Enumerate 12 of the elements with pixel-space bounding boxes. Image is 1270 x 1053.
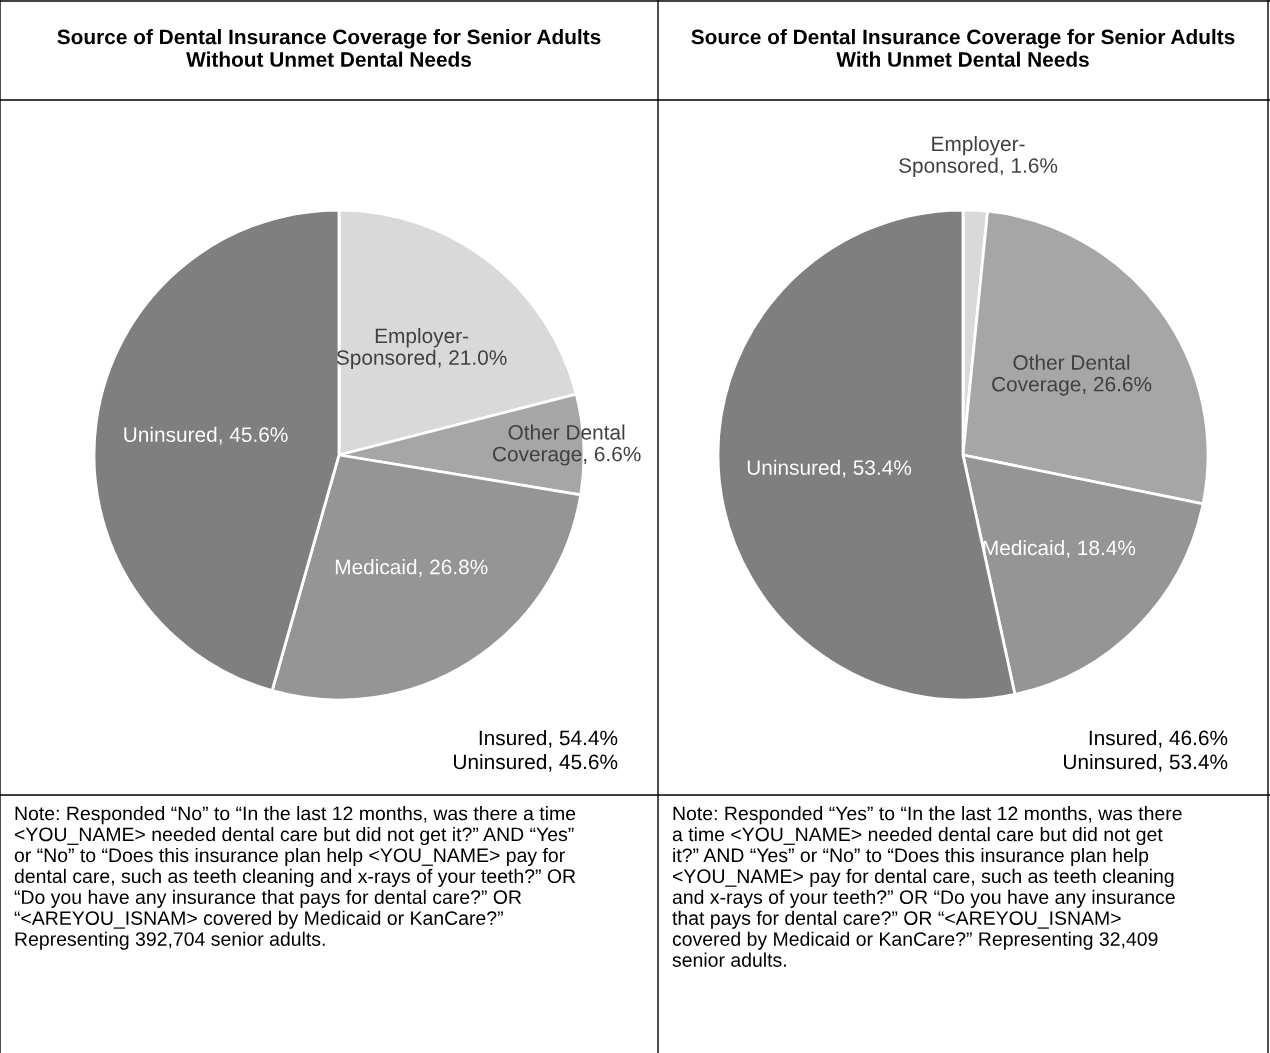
slice-label: Uninsured, 45.6% (124, 426, 288, 445)
text: Insured, 54.4% Uninsured, 45.6% (454, 730, 618, 772)
text: Note: Responded “Yes” to “In the last 12 months, was there a time <YOU_NAME> needed dental care but did not get it?” AND “Yes” or “No” to “Does this insurance plan help <YOU_NAME> pay for dental care, such as teeth cleaning and x-rays of your teeth?” OR “Do you have any insurance that pays for dental care?” OR “<AREYOU_ISNAM> covered by Medicaid or KanCare?” Representing 32,409 senior adults. (672, 806, 1182, 967)
slice-label: Other Dental Coverage, 26.6% (992, 354, 1152, 396)
slice-label: Uninsured, 53.4% (747, 459, 912, 478)
slice-label: Employer-Sponsored, 21.0% (336, 327, 507, 370)
chart-title: Source of Dental Insurance Coverage for Senior Adults With Unmet Dental Needs (691, 29, 1235, 67)
chart-title: Source of Dental Insurance Coverage for Senior Adults Without Unmet Dental Needs (57, 29, 601, 67)
slice-label: Medicaid, 26.8% (335, 559, 488, 577)
text: Note: Responded “No” to “In the last 12 months, was there a time <YOU_NAME> needed dental care but did not get it?” AND “Yes” or “No” to “Does this insurance plan help <YOU_NAME> pay for dental care, such as teeth cleaning and x-rays of your teeth?” OR “Do you have any insurance that pays for dental care?” OR “<AREYOU_ISNAM> covered by Medicaid or KanCare?” Representing 392,704 senior adults. (14, 806, 576, 950)
slice-label: Employer-Sponsored, 1.6% (899, 135, 1058, 178)
text: Insured, 46.6% Uninsured, 53.4% (1064, 730, 1228, 772)
